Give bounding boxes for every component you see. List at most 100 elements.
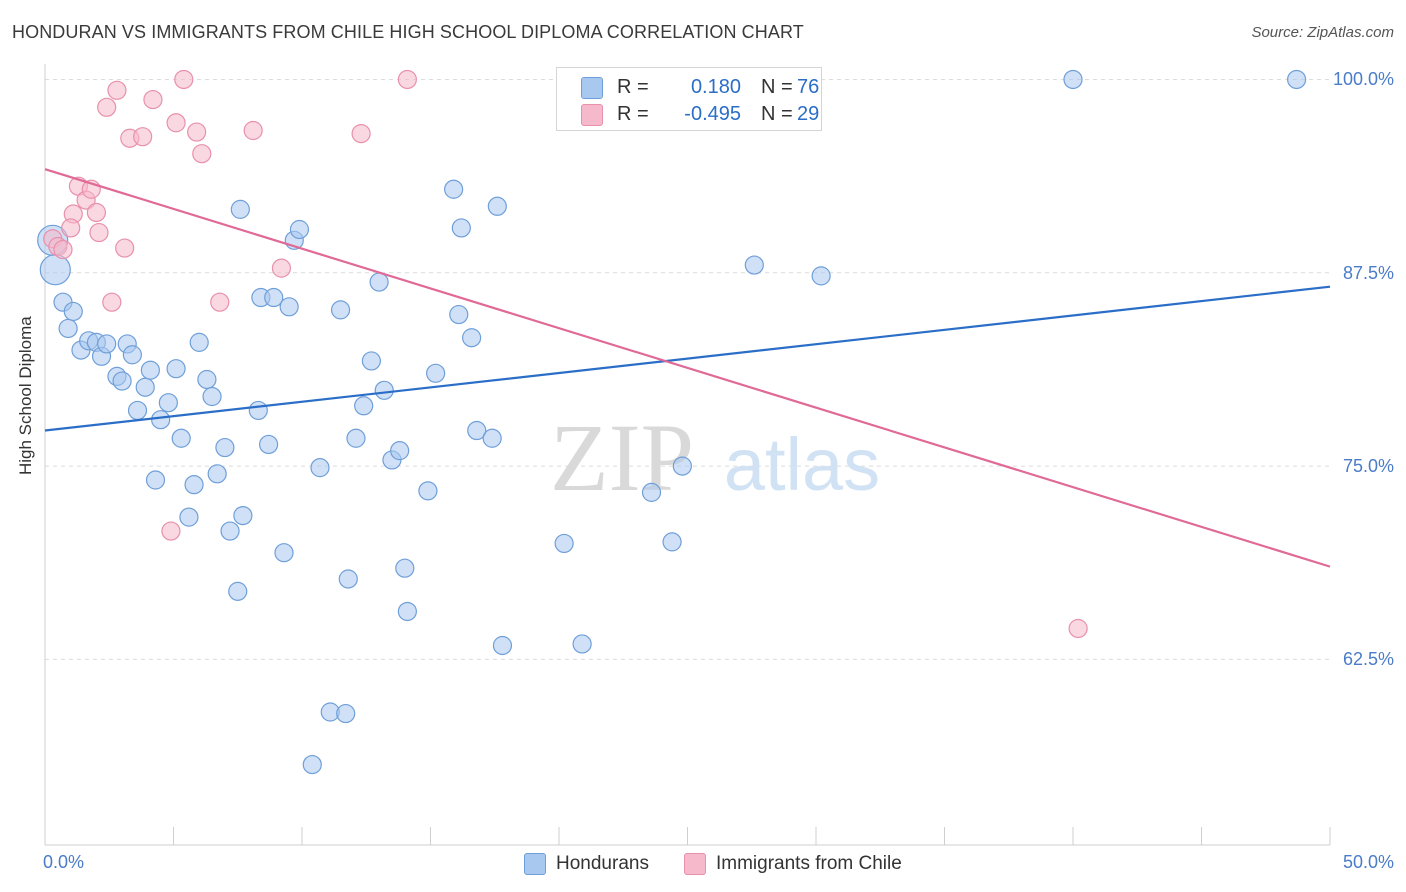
data-point — [115, 238, 135, 258]
data-point — [451, 218, 471, 238]
data-point — [161, 521, 181, 541]
data-point — [397, 601, 417, 622]
data-point — [89, 222, 109, 243]
x-tick-label-min: 0.0% — [43, 852, 85, 872]
data-point — [426, 363, 446, 383]
y-axis-label: High School Diploma — [16, 316, 35, 475]
data-point — [202, 386, 222, 407]
legend-n-value: 29 — [797, 103, 820, 125]
legend-n-value: 76 — [797, 76, 820, 98]
source-label: Source: ZipAtlas.com — [1251, 24, 1394, 41]
data-point — [97, 97, 117, 117]
data-point — [145, 470, 166, 490]
correlation-legend: R = 0.180 N = 76 R = -0.495 N = 29 — [556, 67, 822, 131]
series-hondurans — [37, 69, 1307, 775]
data-point — [107, 80, 127, 100]
data-point — [274, 543, 294, 563]
data-point — [554, 533, 574, 554]
data-point — [336, 703, 356, 724]
data-point — [102, 292, 122, 312]
data-point — [248, 400, 268, 421]
data-point — [374, 380, 394, 400]
data-point — [279, 297, 299, 317]
data-point — [467, 420, 487, 441]
legend-r-value: 0.180 — [690, 76, 741, 98]
series-legend-label: Immigrants from Chile — [716, 853, 902, 874]
y-tick-label: 75.0% — [1342, 456, 1394, 477]
watermark: ZIP atlas — [550, 404, 880, 511]
series-legend-label: Hondurans — [556, 853, 649, 874]
data-point — [346, 428, 366, 448]
data-point — [354, 396, 374, 416]
legend-r-label: R = — [617, 76, 649, 98]
legend-n-label: N = — [761, 76, 793, 98]
data-point — [174, 69, 194, 90]
data-point — [572, 634, 592, 654]
data-point — [53, 239, 73, 260]
x-tick-label-max: 50.0% — [1342, 852, 1394, 872]
data-point — [390, 441, 410, 461]
data-point — [143, 89, 163, 110]
data-point — [338, 569, 358, 589]
data-point — [397, 69, 417, 90]
data-point — [395, 558, 415, 578]
data-point — [369, 272, 389, 292]
grid-lines — [45, 78, 1330, 660]
data-point — [207, 464, 227, 484]
data-point — [1068, 618, 1088, 639]
legend-n-label: N = — [761, 103, 793, 125]
data-point — [179, 507, 199, 527]
data-point — [61, 218, 81, 238]
data-point — [264, 287, 284, 308]
data-point — [662, 532, 682, 552]
axes — [44, 64, 1331, 846]
series-chile — [43, 69, 1088, 639]
data-point — [39, 254, 71, 286]
series-legend: Hondurans Immigrants from Chile — [0, 852, 1406, 878]
data-point — [482, 428, 502, 448]
data-point — [672, 456, 692, 476]
data-point — [462, 328, 482, 348]
data-point — [1286, 69, 1307, 90]
data-point — [310, 458, 330, 478]
data-point — [140, 360, 160, 380]
data-point — [230, 199, 250, 219]
data-point — [166, 359, 186, 379]
data-point — [135, 377, 155, 397]
y-tick-label: 100.0% — [1332, 69, 1394, 90]
data-point — [351, 123, 371, 144]
legend-swatch-hondurans — [581, 77, 603, 99]
data-point — [210, 292, 230, 312]
data-point — [487, 196, 507, 216]
data-point — [192, 144, 212, 164]
legend-swatch-chile — [581, 104, 603, 126]
trend-line-hondurans — [44, 285, 1331, 432]
data-point — [86, 202, 107, 223]
y-tick-label: 62.5% — [1342, 649, 1394, 670]
chart-title: HONDURAN VS IMMIGRANTS FROM CHILE HIGH S… — [12, 22, 804, 42]
trend-lines — [44, 168, 1331, 568]
data-points — [37, 69, 1307, 775]
data-point — [744, 255, 764, 275]
data-point — [112, 371, 132, 391]
data-point — [122, 345, 142, 365]
legend-r-label: R = — [617, 103, 649, 125]
watermark-atlas: atlas — [724, 423, 880, 506]
data-point — [449, 304, 469, 325]
data-point — [58, 318, 78, 339]
data-point — [158, 393, 178, 413]
data-point — [63, 301, 83, 322]
data-point — [220, 521, 240, 541]
data-point — [97, 334, 117, 354]
legend-r-value: -0.495 — [684, 103, 741, 125]
data-point — [418, 481, 438, 501]
data-point — [1063, 69, 1083, 90]
y-tick-label: 87.5% — [1342, 262, 1394, 283]
data-point — [171, 428, 191, 448]
data-point — [133, 127, 153, 147]
data-point — [127, 400, 148, 421]
data-point — [189, 332, 209, 352]
data-point — [289, 219, 310, 240]
data-point — [243, 120, 263, 141]
